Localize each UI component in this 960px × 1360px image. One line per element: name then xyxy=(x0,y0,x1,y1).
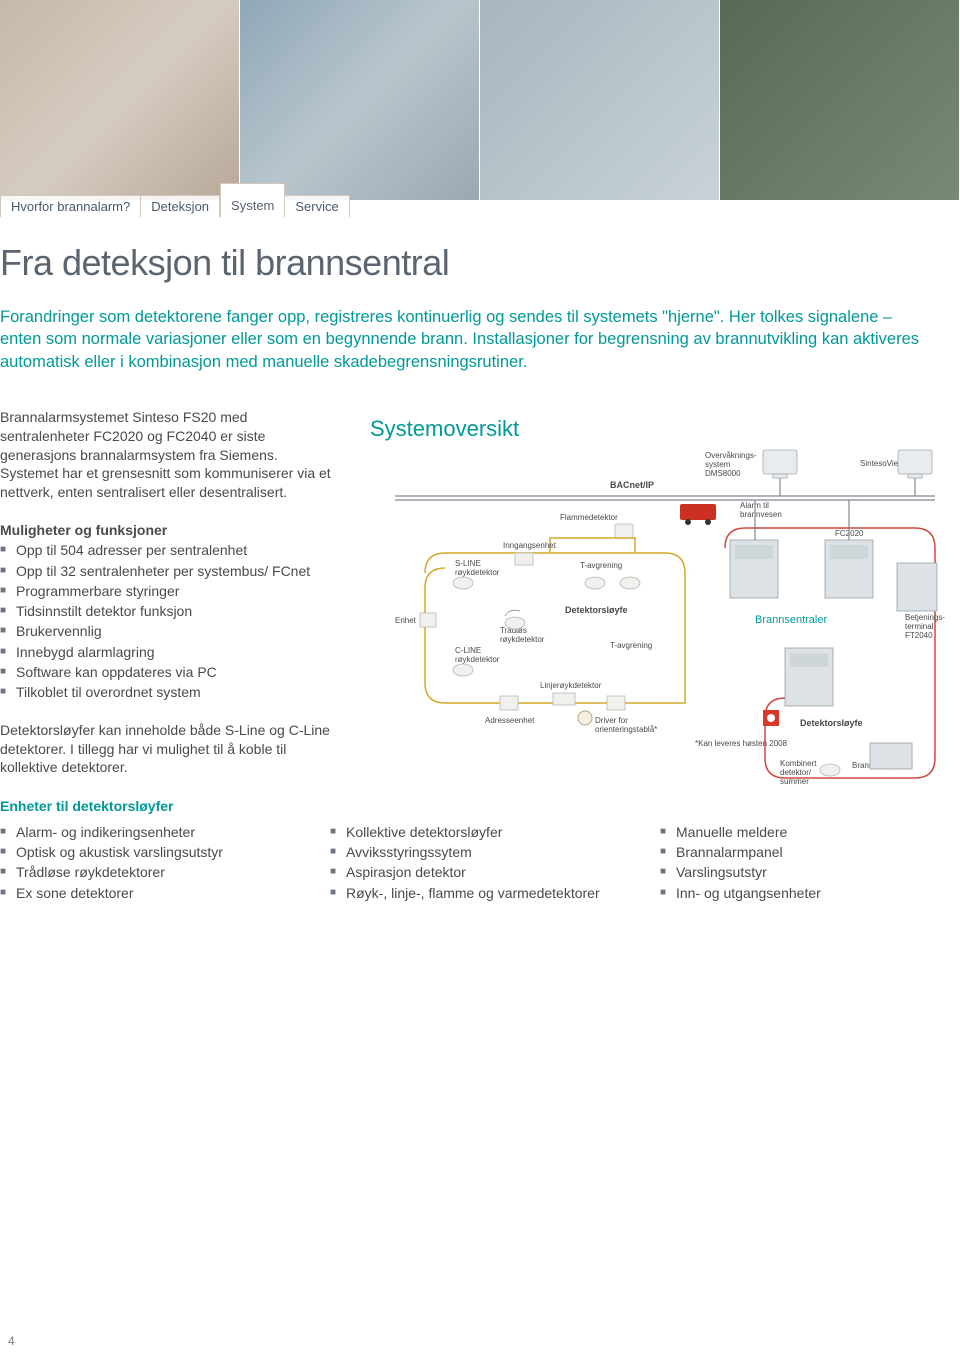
svg-text:summer: summer xyxy=(780,777,809,786)
label-tavg2: T-avgrening xyxy=(610,641,652,650)
label-tavg1: T-avgrening xyxy=(580,561,622,570)
list-item: Aspirasjon detektor xyxy=(330,862,630,882)
diagram-svg: BACnet/IP Overvåknings- system DMS8000 S… xyxy=(370,448,960,793)
list-item: Inn- og utgangsenheter xyxy=(660,883,960,903)
list-item: Brannalarmpanel xyxy=(660,842,960,862)
page-number: 4 xyxy=(8,1334,15,1348)
label-linjeroyk: Linjerøykdetektor xyxy=(540,681,602,690)
enheter-list-2: Kollektive detektorsløyfer Avviksstyring… xyxy=(330,822,630,903)
label-loop2: Detektorsløyfe xyxy=(800,718,863,728)
list-item: Software kan oppdateres via PC xyxy=(0,662,340,682)
list-item: Optisk og akustisk varslingsutstyr xyxy=(0,842,300,862)
muligheter-list: Opp til 504 adresser per sentralenhet Op… xyxy=(0,540,340,702)
para-detektor: Detektorsløyfer kan inneholde både S-Lin… xyxy=(0,721,340,778)
flame-detector-icon xyxy=(615,524,633,538)
line-detector-icon xyxy=(553,693,575,705)
unit-icon xyxy=(420,613,436,627)
label-sintesoview: SintesoView xyxy=(860,459,904,468)
svg-text:terminal: terminal xyxy=(905,622,934,631)
page-title: Fra deteksjon til brannsentral xyxy=(0,242,960,284)
list-item: Programmerbare styringer xyxy=(0,581,340,601)
list-item: Opp til 32 sentralenheter per systembus/… xyxy=(0,561,340,581)
diagram-title: Systemoversikt xyxy=(370,416,960,442)
svg-text:FT2040: FT2040 xyxy=(905,631,933,640)
enheter-list-1: Alarm- og indikeringsenheter Optisk og a… xyxy=(0,822,300,903)
list-item: Trådløse røykdetektorer xyxy=(0,862,300,882)
firetruck-icon xyxy=(680,504,716,520)
cline-detector-icon xyxy=(453,664,473,676)
header-image-2 xyxy=(240,0,480,200)
label-loop1: Detektorsløyfe xyxy=(565,605,628,615)
list-item: Innebygd alarmlagring xyxy=(0,642,340,662)
tab-system[interactable]: System xyxy=(220,183,285,217)
enheter-title: Enheter til detektorsløyfer xyxy=(0,798,960,814)
header-image-1 xyxy=(0,0,240,200)
header-image-4 xyxy=(720,0,960,200)
muligheter-title: Muligheter og funksjoner xyxy=(0,522,340,538)
intro-paragraph: Forandringer som detektorene fanger opp,… xyxy=(0,306,920,373)
para-system-desc: Brannalarmsystemet Sinteso FS20 med sent… xyxy=(0,408,340,502)
svg-text:røykdetektor: røykdetektor xyxy=(455,568,500,577)
list-item: Opp til 504 adresser per sentralenhet xyxy=(0,540,340,560)
label-note: *Kan leveres høsten 2008 xyxy=(695,739,788,748)
list-item: Røyk-, linje-, flamme og varmedetektorer xyxy=(330,883,630,903)
label-alarm2: brannvesen xyxy=(740,510,782,519)
sline-detector-icon xyxy=(453,577,473,589)
svg-text:Driver for: Driver for xyxy=(595,716,628,725)
svg-text:Kombinert: Kombinert xyxy=(780,759,817,768)
combined-detector-icon xyxy=(820,764,840,776)
tab-hvorfor[interactable]: Hvorfor brannalarm? xyxy=(0,195,141,217)
wireless-detector-icon xyxy=(505,617,525,629)
header-image-3 xyxy=(480,0,720,200)
list-item: Tidsinnstilt detektor funksjon xyxy=(0,601,340,621)
list-item: Alarm- og indikeringsenheter xyxy=(0,822,300,842)
alarm-panel-icon xyxy=(870,743,912,769)
label-inngang: Inngangsenhet xyxy=(503,541,557,550)
detector-icon xyxy=(620,577,640,589)
svg-text:røykdetektor: røykdetektor xyxy=(455,655,500,664)
header-image-strip xyxy=(0,0,960,200)
list-item: Tilkoblet til overordnet system xyxy=(0,682,340,702)
ft2040-panel-icon xyxy=(897,563,937,611)
label-overvak: Overvåknings- xyxy=(705,451,757,460)
list-item: Brukervennlig xyxy=(0,621,340,641)
label-overvak3: DMS8000 xyxy=(705,469,741,478)
enheter-list-3: Manuelle meldere Brannalarmpanel Varslin… xyxy=(660,822,960,903)
list-item: Manuelle meldere xyxy=(660,822,960,842)
label-adresse: Adresseenhet xyxy=(485,716,535,725)
svg-text:detektor/: detektor/ xyxy=(780,768,812,777)
label-brannsentraler: Brannsentraler xyxy=(755,614,827,626)
label-enhet: Enhet xyxy=(395,616,417,625)
list-item: Avviksstyringssytem xyxy=(330,842,630,862)
list-item: Ex sone detektorer xyxy=(0,883,300,903)
detector-icon xyxy=(585,577,605,589)
page-content: Fra deteksjon til brannsentral Forandrin… xyxy=(0,217,960,941)
address-unit-icon xyxy=(500,696,518,710)
svg-text:Betjenings-: Betjenings- xyxy=(905,613,945,622)
label-bacnet: BACnet/IP xyxy=(610,480,654,490)
driver-icon xyxy=(607,696,625,710)
input-unit-icon xyxy=(515,553,533,565)
label-overvak2: system xyxy=(705,460,731,469)
tab-strip: Hvorfor brannalarm? Deteksjon System Ser… xyxy=(0,183,960,217)
system-diagram: Systemoversikt BACnet/IP Overvåknings- s… xyxy=(370,408,960,798)
svg-text:C-LINE: C-LINE xyxy=(455,646,481,655)
label-flamme: Flammedetektor xyxy=(560,513,618,522)
list-item: Varslingsutstyr xyxy=(660,862,960,882)
tab-service[interactable]: Service xyxy=(285,195,349,217)
list-item: Kollektive detektorsløyfer xyxy=(330,822,630,842)
svg-text:orienteringstablå*: orienteringstablå* xyxy=(595,725,657,734)
sounder-icon xyxy=(578,711,592,725)
tab-deteksjon[interactable]: Deteksjon xyxy=(141,195,220,217)
svg-text:røykdetektor: røykdetektor xyxy=(500,635,545,644)
enheter-columns: Alarm- og indikeringsenheter Optisk og a… xyxy=(0,822,960,921)
svg-text:S-LINE: S-LINE xyxy=(455,559,481,568)
